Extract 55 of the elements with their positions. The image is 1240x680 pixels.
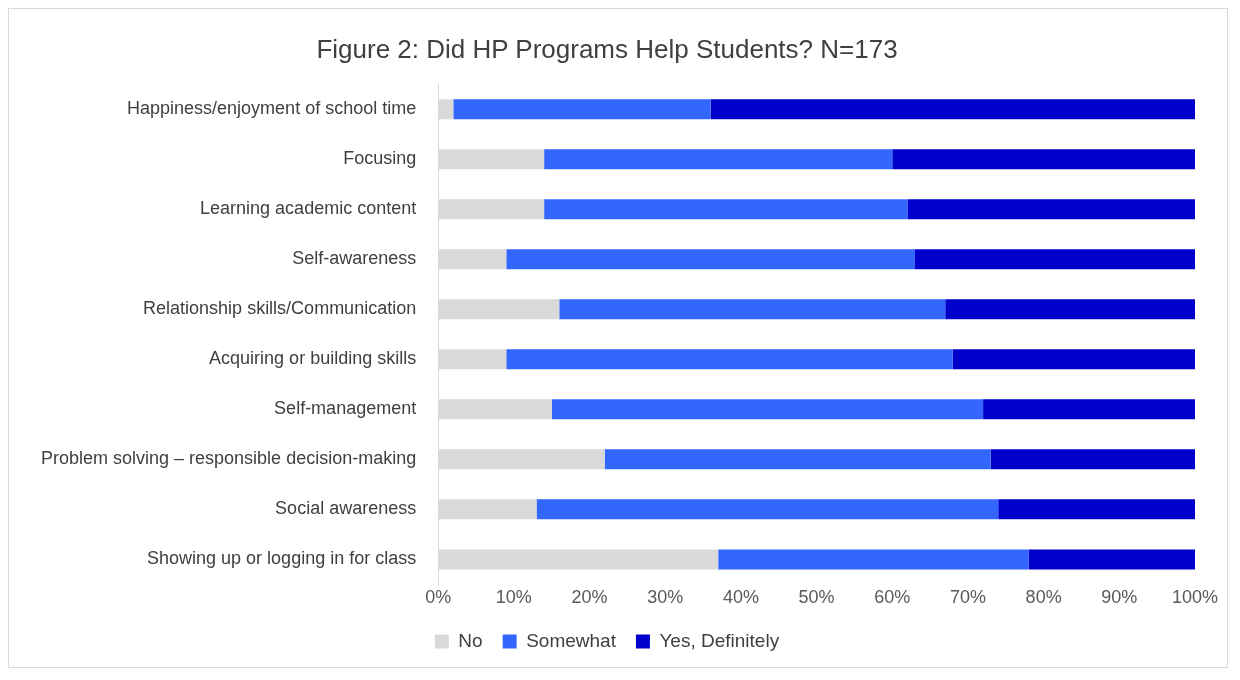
legend-label: Yes, Definitely xyxy=(659,629,780,651)
bar xyxy=(983,399,1195,420)
x-tick-label: 40% xyxy=(722,587,759,608)
x-tick-label: 20% xyxy=(571,587,608,608)
bar xyxy=(945,299,1195,320)
bar xyxy=(438,99,454,120)
bar xyxy=(551,399,984,420)
y-tick-label: Acquiring or building skills xyxy=(209,348,417,369)
bar xyxy=(1028,549,1195,570)
y-tick-label: Focusing xyxy=(343,148,417,169)
x-tick-label: 10% xyxy=(495,587,532,608)
bar xyxy=(952,349,1195,370)
bar xyxy=(438,199,545,220)
x-tick-label: 80% xyxy=(1025,587,1062,608)
bar xyxy=(438,149,545,170)
y-tick-label: Social awareness xyxy=(275,498,417,519)
bar xyxy=(438,549,719,570)
bar xyxy=(506,349,953,370)
x-tick-label: 0% xyxy=(425,587,452,608)
x-tick-label: 50% xyxy=(798,587,835,608)
bar xyxy=(506,249,915,270)
x-tick-label: 100% xyxy=(1171,587,1219,608)
bar xyxy=(914,249,1195,270)
bar xyxy=(604,449,991,470)
bar xyxy=(998,499,1195,520)
bar xyxy=(536,499,999,520)
y-tick-label: Self-management xyxy=(274,398,417,419)
bar xyxy=(438,249,507,270)
bar xyxy=(453,99,711,120)
chart-title: Figure 2: Did HP Programs Help Students? N=173 xyxy=(316,33,898,64)
bar xyxy=(438,399,552,420)
y-tick-label: Happiness/enjoyment of school time xyxy=(127,98,417,119)
bar xyxy=(438,299,560,320)
y-tick-label: Problem solving – responsible decision-making xyxy=(41,448,417,469)
bar xyxy=(718,549,1029,570)
bar xyxy=(544,199,908,220)
bar xyxy=(990,449,1195,470)
bar xyxy=(438,449,605,470)
bar xyxy=(544,149,893,170)
bar xyxy=(710,99,1195,120)
legend-label: No xyxy=(458,629,483,651)
y-tick-label: Showing up or logging in for class xyxy=(147,548,417,569)
x-tick-label: 30% xyxy=(647,587,684,608)
x-tick-label: 90% xyxy=(1101,587,1138,608)
y-tick-label: Relationship skills/Communication xyxy=(143,298,417,319)
y-tick-label: Self-awareness xyxy=(292,248,417,269)
bar xyxy=(907,199,1195,220)
bar xyxy=(559,299,946,320)
legend-label: Somewhat xyxy=(526,629,617,651)
x-tick-label: 70% xyxy=(949,587,986,608)
y-tick-label: Learning academic content xyxy=(200,198,417,219)
x-tick-label: 60% xyxy=(874,587,911,608)
bar xyxy=(438,349,507,370)
bar xyxy=(438,499,537,520)
bar xyxy=(892,149,1195,170)
